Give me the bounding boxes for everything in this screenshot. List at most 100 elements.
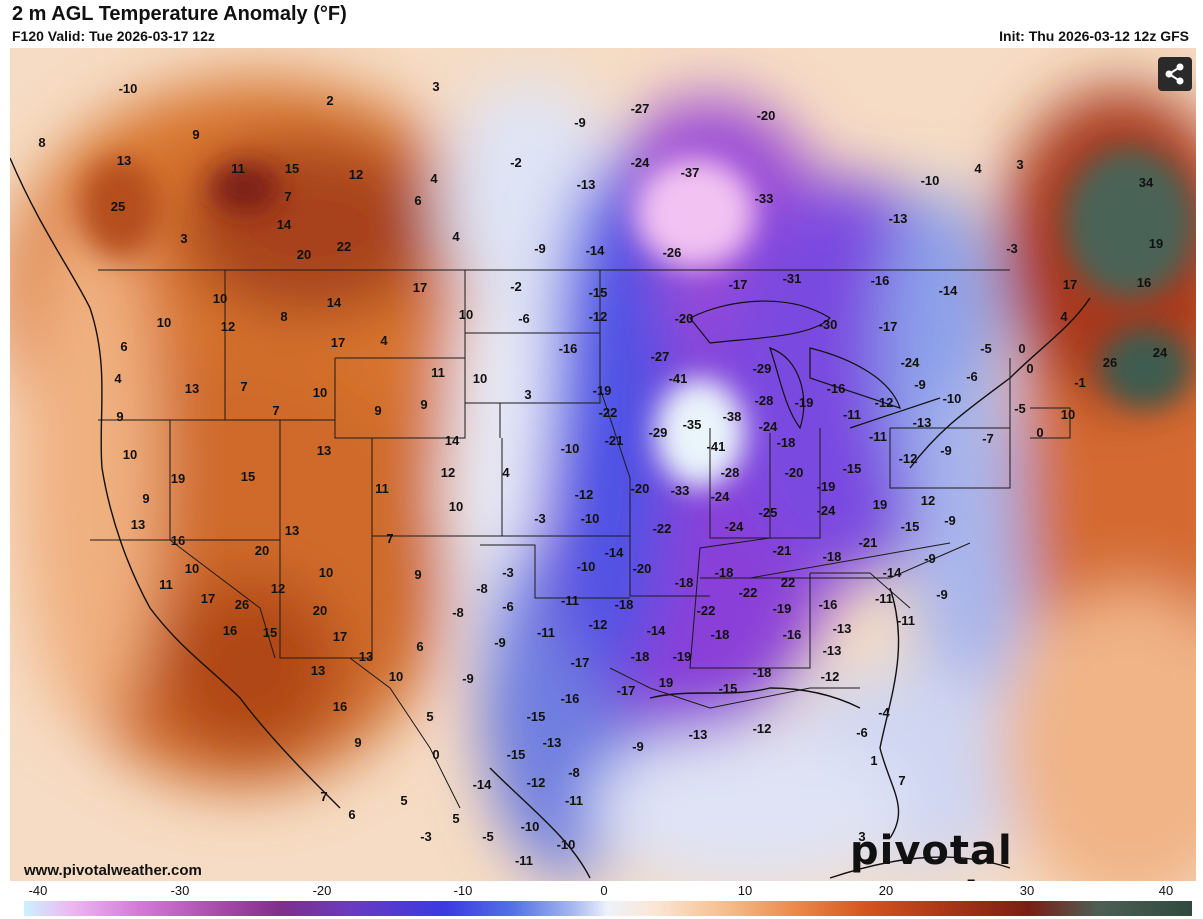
anomaly-value: -19 [673,649,692,664]
anomaly-value: -13 [543,735,562,750]
anomaly-value: -12 [899,451,918,466]
anomaly-value: -13 [833,621,852,636]
map-title: 2 m AGL Temperature Anomaly (°F) [12,3,347,25]
anomaly-value: -9 [462,671,474,686]
anomaly-value: -24 [817,503,837,518]
anomaly-value: -17 [571,655,590,670]
anomaly-value: 4 [1060,309,1068,324]
anomaly-value: -5 [980,341,992,356]
anomaly-value: -12 [589,617,608,632]
anomaly-value: -11 [561,593,579,608]
colorbar: -40 -30 -20 -10 0 10 20 30 40 [0,881,1203,919]
anomaly-value: -29 [649,425,668,440]
anomaly-value: -33 [755,191,774,206]
anomaly-value: 4 [430,171,438,186]
anomaly-value: 4 [380,333,388,348]
anomaly-value: 3 [858,829,865,844]
anomaly-value: -13 [913,415,932,430]
anomaly-value: -22 [599,405,618,420]
anomaly-value: -1 [1074,375,1086,390]
anomaly-value: -12 [589,309,608,324]
anomaly-value: -14 [883,565,903,580]
anomaly-value: -6 [966,369,978,384]
anomaly-value: 8 [280,309,287,324]
anomaly-value: 13 [131,517,145,532]
anomaly-value: -10 [581,511,600,526]
anomaly-value: 19 [1149,236,1163,251]
anomaly-value: -13 [823,643,842,658]
anomaly-value: -9 [944,513,956,528]
anomaly-value: -14 [605,545,625,560]
anomaly-value: 11 [231,161,245,176]
anomaly-value: 7 [386,531,393,546]
anomaly-value: 8 [38,135,45,150]
anomaly-value: -18 [675,575,694,590]
anomaly-value: 10 [473,371,487,386]
anomaly-value: -8 [568,765,580,780]
colorbar-tick: 30 [1019,883,1035,898]
anomaly-value: -33 [671,483,690,498]
anomaly-value: -37 [681,165,700,180]
anomaly-value: -15 [507,747,526,762]
anomaly-value: -11 [869,429,887,444]
anomaly-value: 25 [111,199,125,214]
great-lakes [689,300,941,430]
anomaly-value: -15 [901,519,920,534]
anomaly-value: -6 [502,599,514,614]
anomaly-value: -12 [527,775,546,790]
anomaly-value: 4 [114,371,122,386]
anomaly-value: -9 [534,241,546,256]
anomaly-value: -22 [739,585,758,600]
anomaly-value: -9 [914,377,926,392]
anomaly-field [10,78,1196,881]
anomaly-value: 15 [285,161,299,176]
anomaly-value: 12 [921,493,935,508]
anomaly-value: 19 [171,471,185,486]
anomaly-value: -19 [773,601,792,616]
anomaly-value: 6 [348,807,355,822]
anomaly-value: -20 [785,465,804,480]
state-borders [90,269,1071,809]
anomaly-value: 6 [416,639,423,654]
share-button[interactable] [1158,57,1192,91]
anomaly-value: -11 [875,591,893,606]
anomaly-value: -17 [729,277,748,292]
colorbar-tick: -30 [170,883,190,898]
website-label[interactable]: www.pivotalweather.com [24,862,202,879]
anomaly-value: -27 [651,349,670,364]
anomaly-value: -19 [817,479,836,494]
anomaly-value: 14 [327,295,342,310]
anomaly-value: 7 [898,773,905,788]
anomaly-value: 0 [1018,341,1025,356]
anomaly-value: 26 [1103,355,1117,370]
anomaly-value: -3 [502,565,514,580]
anomaly-value: -10 [561,441,580,456]
anomaly-value: 34 [1139,175,1154,190]
anomaly-value: 0 [1026,361,1033,376]
share-icon [1165,63,1184,85]
anomaly-value: -16 [827,381,846,396]
colorbar-gradient [24,901,1192,916]
anomaly-value: -12 [821,669,840,684]
anomaly-value: -9 [574,115,586,130]
anomaly-value: 0 [1036,425,1043,440]
anomaly-value: 22 [337,239,351,254]
anomaly-value: -9 [494,635,506,650]
anomaly-value: 10 [185,561,199,576]
anomaly-value: -17 [617,683,636,698]
anomaly-value: 2 [326,93,333,108]
anomaly-value: -3 [1006,241,1018,256]
anomaly-value: 11 [375,481,389,496]
anomaly-value: 15 [263,625,277,640]
anomaly-value: -41 [669,371,688,386]
anomaly-value: -41 [707,439,726,454]
anomaly-value: 3 [1016,157,1023,172]
anomaly-value: 19 [659,675,673,690]
anomaly-value: 3 [524,387,531,402]
anomaly-value: -13 [889,211,908,226]
anomaly-value: 10 [319,565,333,580]
anomaly-value: -5 [482,829,494,844]
anomaly-map[interactable]: -10 3 2 9 8 13 11 15 12 4 7 6 25 14 3 4 20 22 -9 -27 -20 -2 -2… [10,48,1196,881]
anomaly-value: -14 [939,283,959,298]
